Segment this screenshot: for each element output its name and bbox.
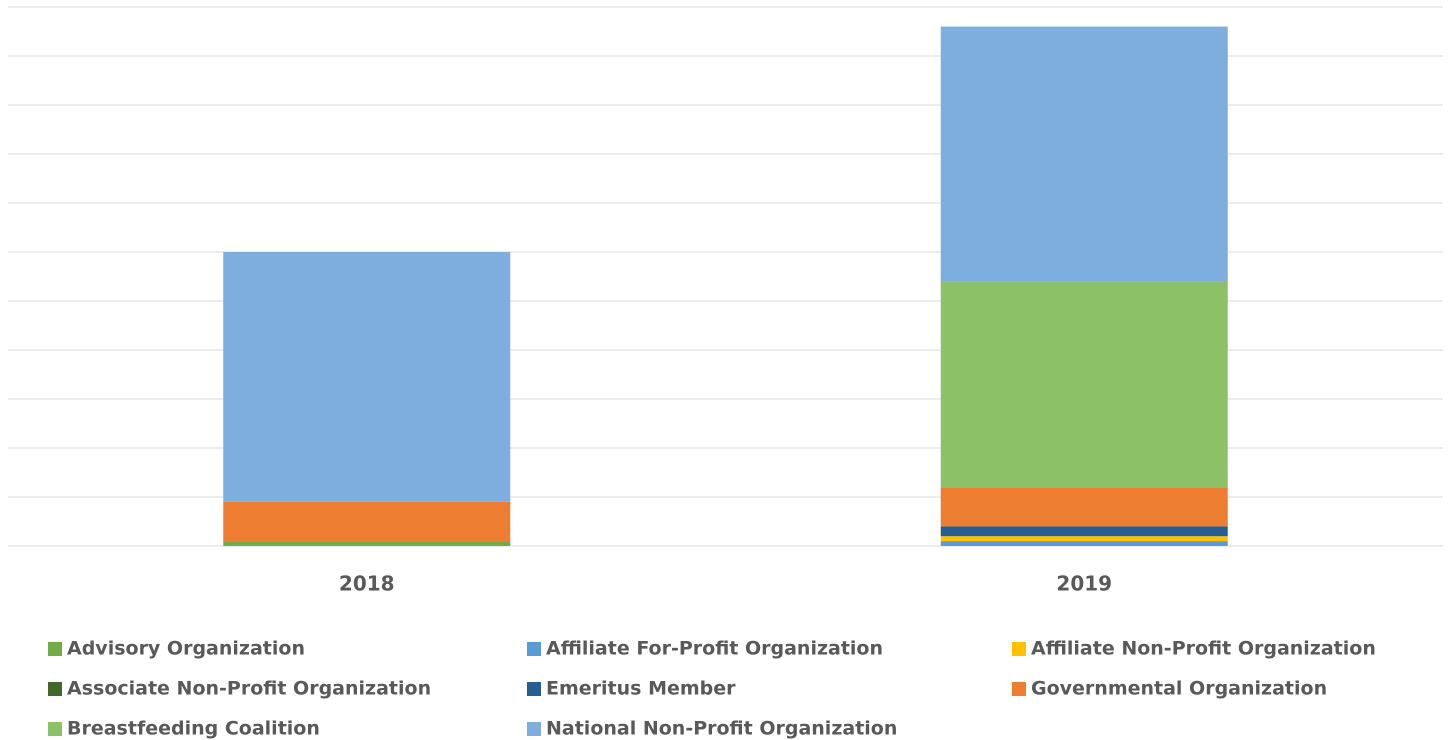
legend-swatch [1012,642,1026,656]
x-tick-label: 2018 [339,572,395,596]
legend-label: Advisory Organization [67,638,305,660]
legend-swatch [527,722,541,736]
legend-label: Emeritus Member [546,678,736,700]
legend-label: Breastfeeding Coalition [67,718,320,740]
legend-swatch [48,722,62,736]
legend-label: Affiliate For-Profit Organization [546,638,883,660]
bar-segment [940,281,1228,488]
bar-segment [940,536,1228,542]
legend-swatch [1012,682,1026,696]
bar-segment [940,526,1228,537]
legend-label: Governmental Organization [1031,678,1327,700]
legend-swatch [527,642,541,656]
bar-segment [223,252,511,502]
legend-swatch [527,682,541,696]
legend-label: National Non-Profit Organization [546,718,897,740]
legend-swatch [48,642,62,656]
bar-segment [223,541,511,546]
bar-segment [940,487,1228,527]
legend-label: Associate Non-Profit Organization [67,678,431,700]
x-tick-label: 2019 [1056,572,1112,596]
bar-segment [940,541,1228,546]
legend-label: Affiliate Non-Profit Organization [1031,638,1376,660]
bar-segment [223,501,511,542]
legend-swatch [48,682,62,696]
bar-segment [940,26,1228,282]
